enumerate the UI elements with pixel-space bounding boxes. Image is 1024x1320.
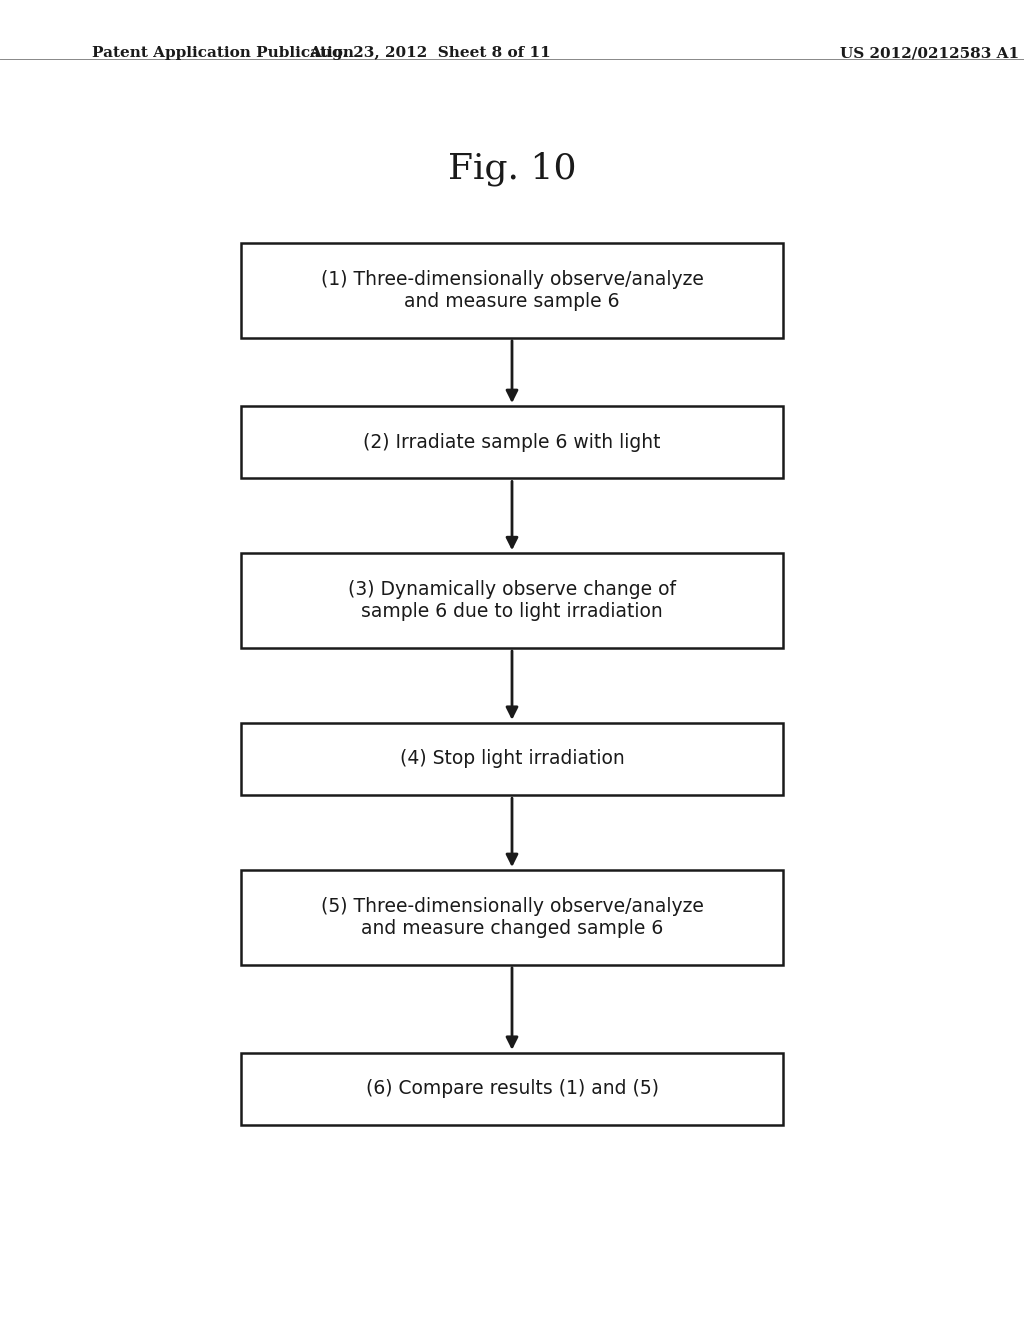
Text: Aug. 23, 2012  Sheet 8 of 11: Aug. 23, 2012 Sheet 8 of 11 [309, 46, 551, 61]
Text: (6) Compare results (1) and (5): (6) Compare results (1) and (5) [366, 1080, 658, 1098]
Text: (4) Stop light irradiation: (4) Stop light irradiation [399, 750, 625, 768]
Text: (1) Three-dimensionally observe/analyze
and measure sample 6: (1) Three-dimensionally observe/analyze … [321, 269, 703, 312]
Text: (2) Irradiate sample 6 with light: (2) Irradiate sample 6 with light [364, 433, 660, 451]
Text: Fig. 10: Fig. 10 [447, 152, 577, 186]
Text: (5) Three-dimensionally observe/analyze
and measure changed sample 6: (5) Three-dimensionally observe/analyze … [321, 896, 703, 939]
Text: Patent Application Publication: Patent Application Publication [92, 46, 354, 61]
Text: US 2012/0212583 A1: US 2012/0212583 A1 [840, 46, 1019, 61]
Text: (3) Dynamically observe change of
sample 6 due to light irradiation: (3) Dynamically observe change of sample… [348, 579, 676, 622]
